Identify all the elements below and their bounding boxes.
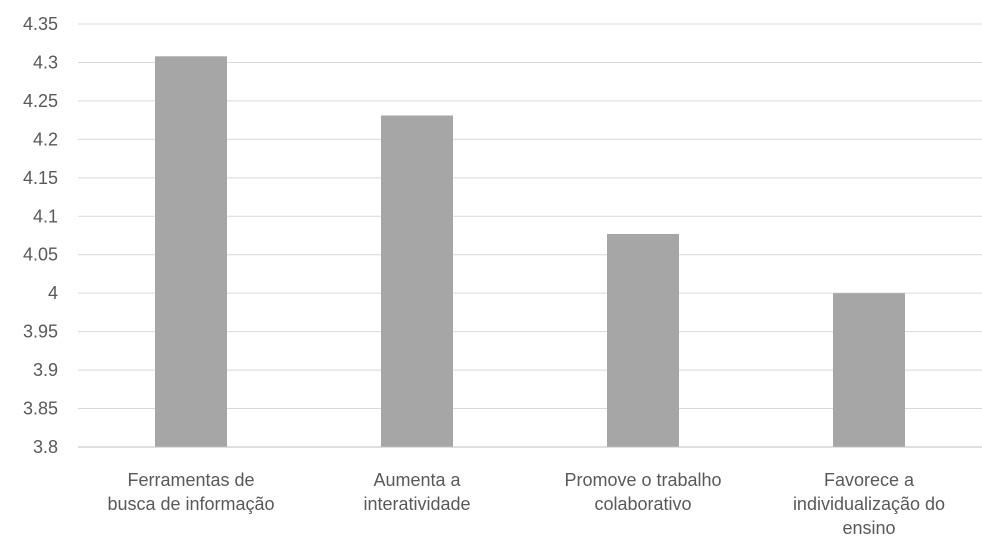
x-category-label-line: interatividade: [363, 494, 470, 514]
x-category-label-line: individualização do: [793, 494, 945, 514]
y-tick-label: 4.2: [33, 129, 58, 149]
y-tick-label: 4.05: [23, 245, 58, 265]
x-axis-category-labels: Ferramentas de busca de informação Aumenta…: [107, 470, 945, 538]
x-category-label-line: Promove o trabalho: [564, 470, 721, 490]
x-category-label: Ferramentas de busca de informação: [107, 470, 274, 514]
y-tick-label: 3.95: [23, 322, 58, 342]
y-tick-label: 3.9: [33, 360, 58, 380]
x-category-label: Aumenta a interatividade: [363, 470, 470, 514]
y-tick-label: 4.25: [23, 91, 58, 111]
bars: [155, 56, 905, 447]
x-category-label: Favorece a individualização do ensino: [793, 470, 945, 538]
y-tick-label: 4.15: [23, 168, 58, 188]
x-category-label: Promove o trabalho colaborativo: [564, 470, 721, 514]
y-tick-label: 4.1: [33, 206, 58, 226]
x-category-label-line: Aumenta a: [373, 470, 461, 490]
y-tick-label: 4.3: [33, 52, 58, 72]
y-tick-label: 3.85: [23, 399, 58, 419]
x-category-label-line: Favorece a: [824, 470, 915, 490]
bar: [155, 56, 227, 447]
y-tick-label: 4: [48, 283, 58, 303]
y-axis-tick-labels: 4.35 4.3 4.25 4.2 4.15 4.1 4.05 4 3.95 3.9 3.85 3.8: [23, 14, 58, 457]
y-tick-label: 4.35: [23, 14, 58, 34]
y-tick-label: 3.8: [33, 437, 58, 457]
x-category-label-line: Ferramentas de: [127, 470, 254, 490]
x-category-label-line: ensino: [842, 518, 895, 538]
x-category-label-line: colaborativo: [594, 494, 691, 514]
bar: [607, 233, 679, 447]
bar: [381, 115, 453, 447]
x-category-label-line: busca de informação: [107, 494, 274, 514]
bar: [833, 293, 905, 447]
